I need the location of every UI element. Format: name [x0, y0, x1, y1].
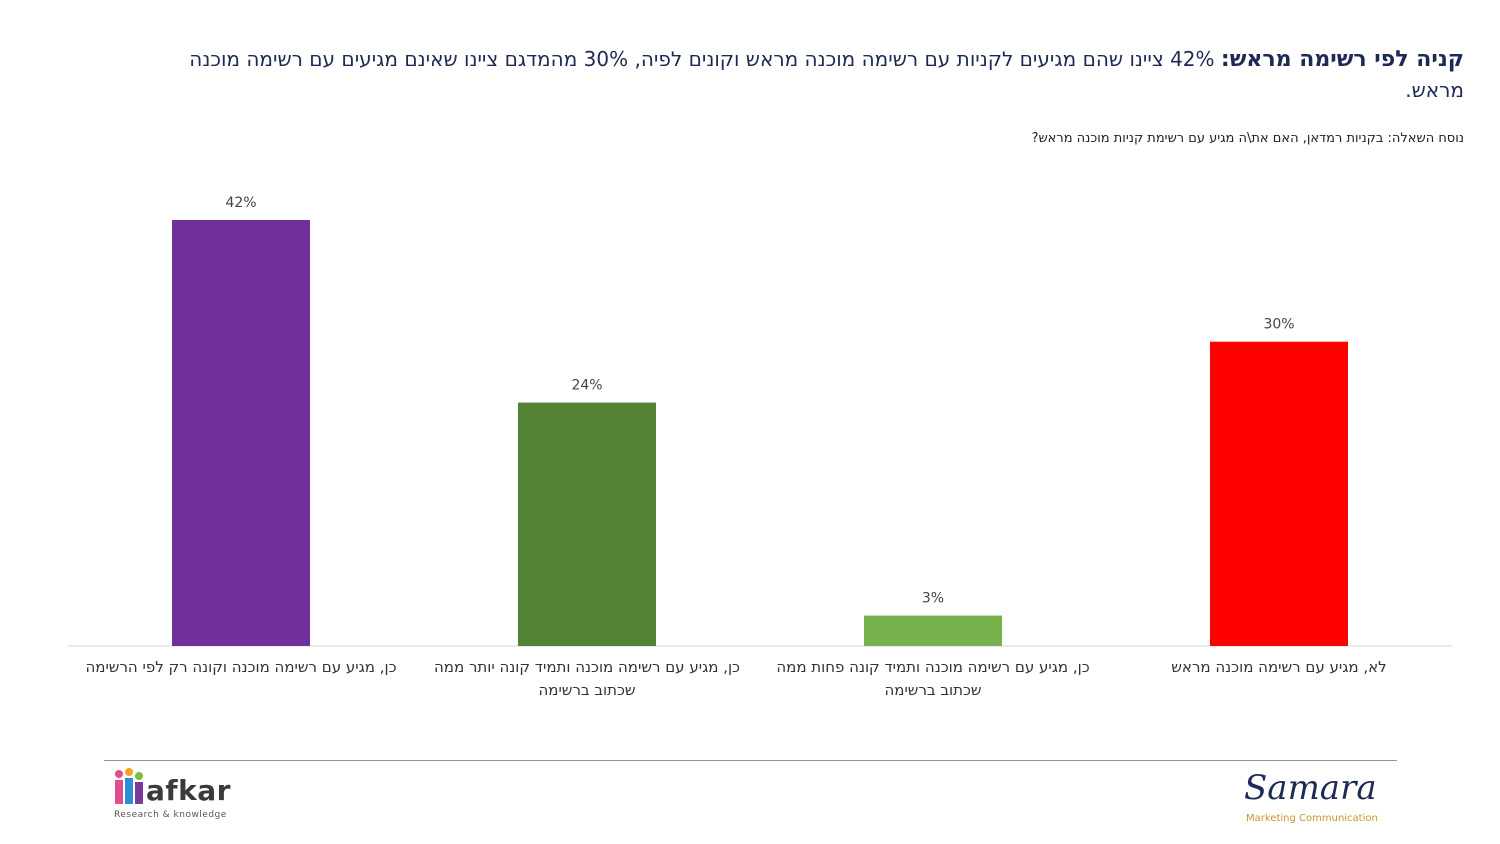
chart-title: קניה לפי רשימה מראש: 42% ציינו שהם מגיעי…	[134, 44, 1464, 105]
bar-2	[518, 402, 656, 646]
samara-wordmark: Samara	[1244, 768, 1377, 808]
title-text: 42% ציינו שהם מגיעים לקניות עם רשימה מוכ…	[189, 47, 1464, 102]
bar-value-label-1: 42%	[225, 195, 256, 211]
category-label-4: לא, מגיע עם רשימה מוכנה מראש	[1171, 658, 1387, 676]
bar-3	[864, 615, 1002, 646]
samara-logo: Samara Marketing Communication	[1238, 768, 1398, 830]
bar-chart: 42% 24% 3% 30%	[68, 195, 1452, 647]
afkar-tagline: Research & knowledge	[114, 810, 227, 820]
bar-value-label-4: 30%	[1263, 317, 1294, 333]
footer-divider	[104, 760, 1397, 761]
bar-1	[172, 220, 310, 646]
bar-value-label-3: 3%	[922, 591, 944, 607]
category-label-1: כן, מגיע עם רשימה מוכנה וקונה רק לפי הרש…	[85, 658, 397, 676]
samara-tagline: Marketing Communication	[1246, 813, 1378, 824]
afkar-logo: afkar Research & knowledge	[114, 768, 254, 824]
afkar-wordmark: afkar	[146, 774, 231, 807]
category-label-3: כן, מגיע עם רשימה מוכנה ותמיד קונה פחות …	[776, 658, 1090, 699]
category-label-2: כן, מגיע עם רשימה מוכנה ותמיד קונה יותר …	[434, 658, 740, 699]
title-lead: קניה לפי רשימה מראש:	[1220, 47, 1464, 72]
question-text: נוסח השאלה: בקניות רמדאן, האם את\ה מגיע …	[1031, 131, 1464, 146]
bar-4	[1210, 341, 1348, 646]
bar-value-label-2: 24%	[571, 378, 602, 394]
afkar-people-icon	[115, 768, 143, 804]
